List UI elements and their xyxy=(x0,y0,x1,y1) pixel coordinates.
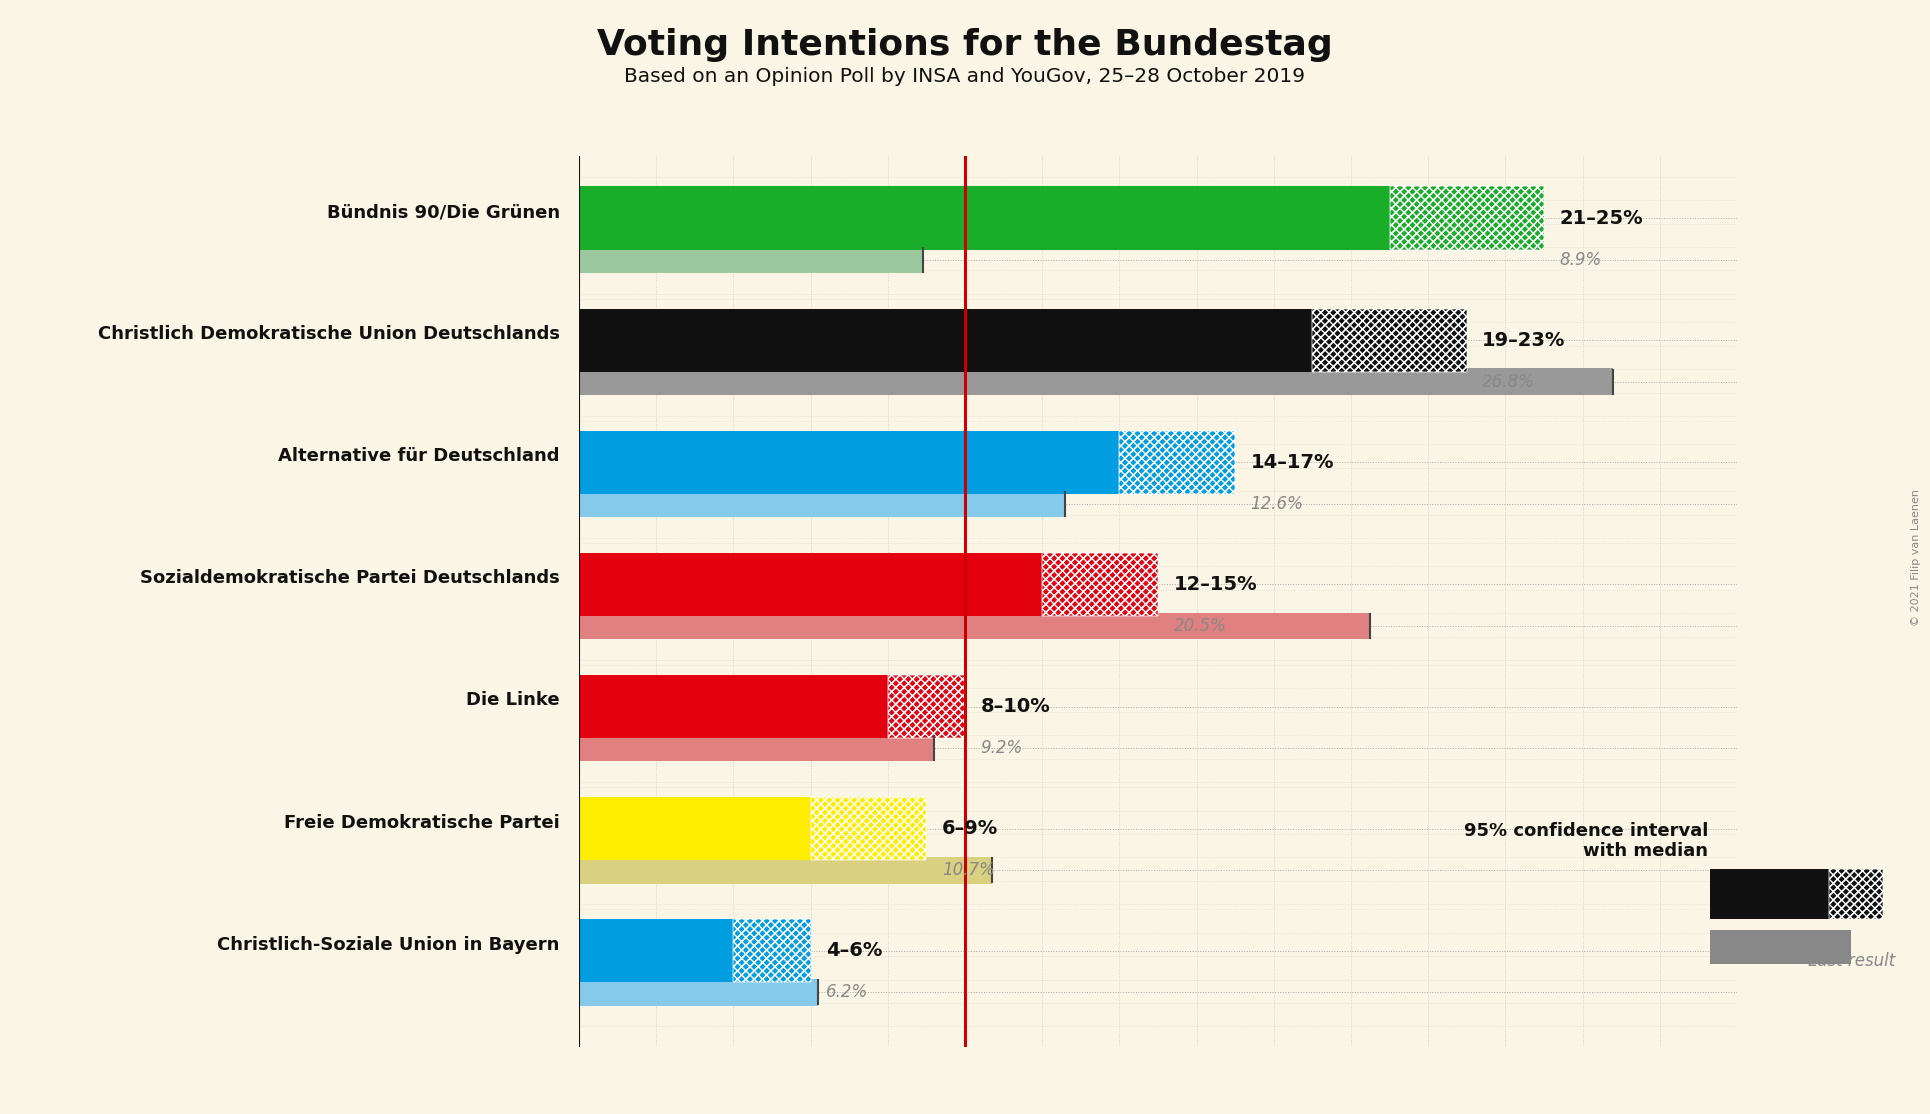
Bar xyxy=(579,857,992,883)
Bar xyxy=(811,797,926,860)
Bar xyxy=(811,797,926,860)
Text: Christlich Demokratische Union Deutschlands: Christlich Demokratische Union Deutschla… xyxy=(98,325,560,343)
Bar xyxy=(1312,309,1467,372)
Text: 6–9%: 6–9% xyxy=(942,819,998,838)
Bar xyxy=(733,919,811,983)
Bar xyxy=(579,734,934,762)
Text: Bündnis 90/Die Grünen: Bündnis 90/Die Grünen xyxy=(326,203,560,221)
Text: 14–17%: 14–17% xyxy=(1251,453,1334,472)
Text: Christlich-Soziale Union in Bayern: Christlich-Soziale Union in Bayern xyxy=(218,936,560,954)
Text: Die Linke: Die Linke xyxy=(465,692,560,710)
Text: 19–23%: 19–23% xyxy=(1482,331,1565,350)
Bar xyxy=(579,431,1119,495)
Text: Voting Intentions for the Bundestag: Voting Intentions for the Bundestag xyxy=(596,28,1334,62)
Bar xyxy=(1390,186,1544,250)
Text: 10.7%: 10.7% xyxy=(942,861,994,879)
Bar xyxy=(888,675,965,739)
Bar xyxy=(1119,431,1235,495)
Bar xyxy=(1119,431,1235,495)
Text: © 2021 Filip van Laenen: © 2021 Filip van Laenen xyxy=(1911,489,1922,625)
Bar xyxy=(579,186,1390,250)
Text: Sozialdemokratische Partei Deutschlands: Sozialdemokratische Partei Deutschlands xyxy=(141,569,560,587)
Bar xyxy=(579,369,1613,395)
Text: Based on an Opinion Poll by INSA and YouGov, 25–28 October 2019: Based on an Opinion Poll by INSA and You… xyxy=(625,67,1305,86)
Bar xyxy=(1828,869,1882,919)
Text: 8–10%: 8–10% xyxy=(980,697,1050,716)
Bar xyxy=(579,979,818,1006)
Bar xyxy=(1390,186,1544,250)
Bar xyxy=(1042,553,1158,616)
Bar xyxy=(579,490,1065,517)
Bar xyxy=(1042,553,1158,616)
Bar xyxy=(579,675,888,739)
Text: Alternative für Deutschland: Alternative für Deutschland xyxy=(278,448,560,466)
Text: Freie Demokratische Partei: Freie Demokratische Partei xyxy=(284,813,560,831)
Text: Last result: Last result xyxy=(1808,952,1895,970)
Text: 26.8%: 26.8% xyxy=(1482,373,1534,391)
Bar xyxy=(579,797,811,860)
Text: 21–25%: 21–25% xyxy=(1559,208,1642,227)
Text: 20.5%: 20.5% xyxy=(1173,617,1226,635)
Bar xyxy=(888,675,965,739)
Bar xyxy=(1710,869,1828,919)
Bar xyxy=(579,613,1370,639)
Bar xyxy=(579,919,733,983)
Text: 9.2%: 9.2% xyxy=(980,739,1023,758)
Bar xyxy=(579,246,923,273)
Bar xyxy=(1710,930,1851,964)
Text: 95% confidence interval
with median: 95% confidence interval with median xyxy=(1463,822,1708,860)
Text: 12.6%: 12.6% xyxy=(1251,495,1303,512)
Bar xyxy=(1828,869,1882,919)
Text: 4–6%: 4–6% xyxy=(826,941,882,960)
Text: 8.9%: 8.9% xyxy=(1559,251,1602,268)
Text: 6.2%: 6.2% xyxy=(826,984,868,1001)
Bar xyxy=(579,553,1042,616)
Bar xyxy=(733,919,811,983)
Bar xyxy=(1312,309,1467,372)
Bar xyxy=(579,309,1312,372)
Text: 12–15%: 12–15% xyxy=(1173,575,1256,594)
